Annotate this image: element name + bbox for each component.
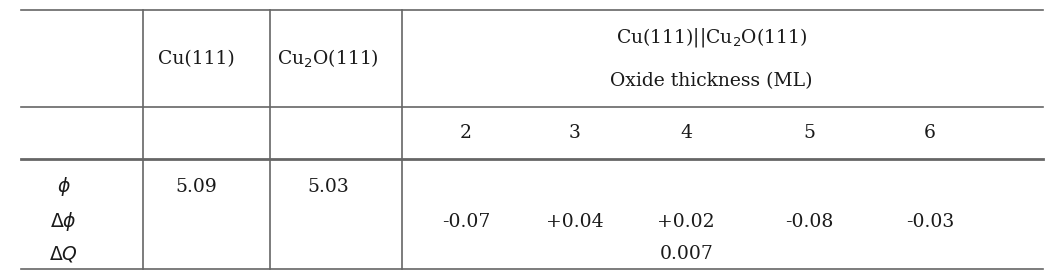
- Text: 5: 5: [803, 124, 815, 142]
- Text: $\Delta\phi$: $\Delta\phi$: [50, 210, 77, 233]
- Text: 0.007: 0.007: [660, 245, 713, 263]
- Text: 2: 2: [460, 124, 472, 142]
- Text: -0.03: -0.03: [905, 213, 954, 231]
- Text: -0.07: -0.07: [442, 213, 490, 231]
- Text: $\phi$: $\phi$: [57, 175, 70, 198]
- Text: Cu(111)$||$Cu$_2$O(111): Cu(111)$||$Cu$_2$O(111): [616, 26, 807, 49]
- Text: Cu(111): Cu(111): [158, 50, 234, 68]
- Text: -0.08: -0.08: [785, 213, 833, 231]
- Text: +0.02: +0.02: [658, 213, 715, 231]
- Text: Cu$_2$O(111): Cu$_2$O(111): [277, 47, 379, 70]
- Text: 5.09: 5.09: [175, 178, 217, 196]
- Text: 6: 6: [923, 124, 936, 142]
- Text: Oxide thickness (ML): Oxide thickness (ML): [610, 72, 813, 90]
- Text: 3: 3: [569, 124, 581, 142]
- Text: 5.03: 5.03: [307, 178, 349, 196]
- Text: +0.04: +0.04: [546, 213, 604, 231]
- Text: 4: 4: [680, 124, 693, 142]
- Text: $\Delta Q$: $\Delta Q$: [49, 244, 78, 264]
